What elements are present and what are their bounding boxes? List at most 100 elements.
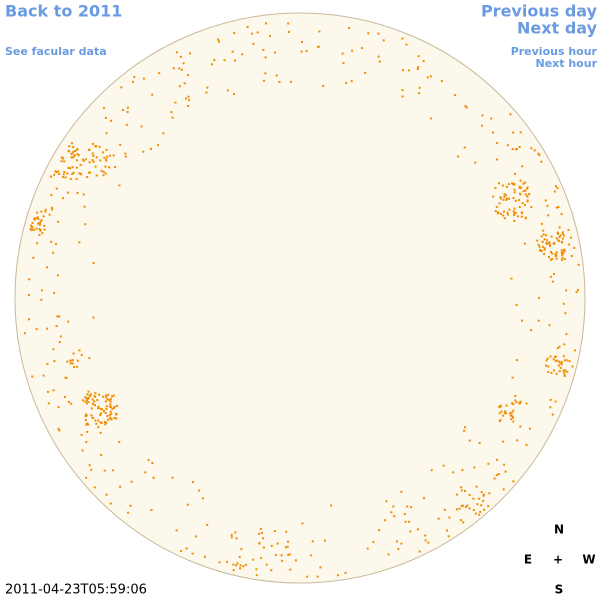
- facula: [70, 156, 73, 159]
- facula: [50, 206, 53, 209]
- facula: [558, 226, 561, 229]
- facula: [512, 210, 515, 213]
- facula: [108, 166, 111, 169]
- next-hour-link[interactable]: Next hour: [536, 57, 598, 70]
- facula: [560, 258, 563, 261]
- facula: [564, 312, 567, 315]
- facula: [476, 503, 479, 506]
- facula: [275, 74, 278, 77]
- facula: [521, 165, 524, 168]
- facula: [60, 160, 63, 163]
- facula: [67, 166, 70, 169]
- facula: [124, 152, 127, 155]
- facula: [69, 177, 72, 180]
- facula: [151, 462, 154, 464]
- facula: [522, 182, 525, 185]
- facula: [337, 574, 339, 577]
- facula: [53, 173, 56, 176]
- facula: [497, 473, 500, 475]
- facula: [74, 150, 77, 153]
- facula: [557, 232, 559, 235]
- facula: [105, 148, 108, 151]
- facula: [90, 414, 93, 417]
- facula: [452, 471, 455, 474]
- facula: [554, 360, 557, 363]
- facula: [500, 197, 502, 200]
- facula: [84, 223, 87, 226]
- facula: [112, 394, 115, 397]
- facula: [554, 355, 556, 358]
- facula: [530, 206, 533, 209]
- facula: [512, 409, 515, 412]
- facula: [127, 511, 130, 514]
- facula: [555, 251, 558, 254]
- facula: [36, 211, 39, 214]
- facula: [100, 169, 103, 172]
- back-link[interactable]: Back to 2011: [5, 2, 122, 21]
- facula: [60, 156, 63, 159]
- facula: [453, 94, 456, 97]
- facula: [234, 531, 237, 534]
- facula: [509, 412, 512, 415]
- facula: [542, 229, 545, 232]
- facula: [548, 324, 551, 327]
- facula: [521, 202, 524, 205]
- facula: [102, 174, 105, 177]
- facula: [461, 504, 464, 507]
- compass-south: S: [555, 583, 564, 597]
- facular-link[interactable]: See facular data: [5, 45, 107, 58]
- solar-disk: [14, 12, 586, 584]
- facula: [519, 400, 522, 403]
- facula: [230, 536, 233, 539]
- facula: [416, 68, 419, 71]
- facula: [262, 537, 265, 540]
- facula: [252, 558, 255, 561]
- facula: [573, 349, 576, 352]
- facula: [206, 524, 209, 526]
- facula: [563, 250, 566, 253]
- facula: [418, 92, 420, 95]
- facula: [545, 359, 548, 362]
- facula: [38, 234, 41, 237]
- facula: [577, 263, 580, 266]
- facula: [111, 469, 114, 472]
- facula: [457, 155, 460, 158]
- facula: [442, 464, 445, 467]
- facula: [409, 530, 412, 533]
- facula: [24, 332, 26, 335]
- facula: [39, 220, 42, 223]
- facula: [78, 241, 81, 244]
- facula: [281, 559, 284, 562]
- facula: [518, 185, 521, 188]
- facula: [82, 399, 85, 402]
- facula: [63, 171, 66, 173]
- facula: [72, 146, 75, 148]
- facula: [87, 423, 90, 426]
- facula: [513, 220, 516, 222]
- previous-hour-link[interactable]: Previous hour: [511, 45, 598, 58]
- facula: [495, 474, 498, 477]
- facula: [549, 258, 552, 261]
- facula: [401, 95, 404, 98]
- facula: [27, 293, 30, 296]
- facula: [390, 511, 393, 514]
- facula: [258, 542, 261, 544]
- previous-day-link[interactable]: Previous day: [481, 2, 598, 21]
- facula: [239, 564, 242, 567]
- facula: [126, 111, 129, 113]
- facula: [223, 59, 226, 62]
- facula: [397, 548, 400, 551]
- facula: [519, 425, 522, 428]
- facula: [562, 369, 565, 372]
- facula: [82, 159, 85, 162]
- facula: [525, 402, 528, 405]
- facula: [514, 172, 516, 175]
- facula: [147, 459, 150, 461]
- facula: [507, 213, 510, 216]
- facula: [557, 364, 560, 367]
- facula: [558, 345, 561, 348]
- facula: [104, 412, 107, 414]
- next-day-link[interactable]: Next day: [517, 19, 598, 38]
- facula: [269, 35, 272, 37]
